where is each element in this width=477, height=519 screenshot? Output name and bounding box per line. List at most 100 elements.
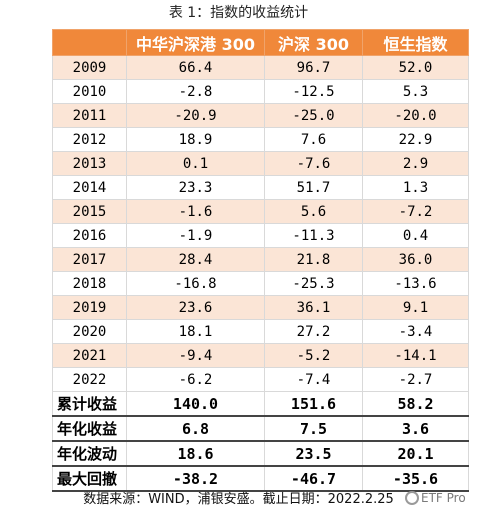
header-cell-hang-seng: 恒生指数 [362,29,469,56]
metric-label-cell: 年化收益 [52,415,127,442]
value-cell: -11.3 [264,223,363,248]
table-row: 2014 23.3 51.7 1.3 [52,175,469,200]
metric-value-cell: 3.6 [362,415,469,442]
value-cell: -7.2 [362,199,469,224]
header-cell-csi-hk-300: 中华沪深港 300 [126,29,265,56]
value-cell: -14.1 [362,343,469,368]
value-cell: -12.5 [264,79,363,104]
value-cell: -6.2 [126,367,265,392]
value-cell: -25.0 [264,103,363,128]
table-row: 2021 -9.4 -5.2 -14.1 [52,343,469,368]
value-cell: 36.1 [264,295,363,320]
table-row: 2018 -16.8 -25.3 -13.6 [52,271,469,296]
year-cell: 2012 [52,127,127,152]
table-row: 2022 -6.2 -7.4 -2.7 [52,367,469,392]
metric-value-cell: -38.2 [126,465,265,492]
year-cell: 2011 [52,103,127,128]
year-cell: 2009 [52,55,127,80]
metric-value-cell: 151.6 [264,391,363,417]
index-return-table: 中华沪深港 300 沪深 300 恒生指数 2009 66.4 96.7 52.0 20… [52,29,469,492]
value-cell: -1.6 [126,199,265,224]
value-cell: 21.8 [264,247,363,272]
table-caption: 表 1：指数的收益统计 [168,5,309,21]
value-cell: 51.7 [264,175,363,200]
table-row: 2020 18.1 27.2 -3.4 [52,319,469,344]
year-cell: 2018 [52,271,127,296]
metric-value-cell: 20.1 [362,440,469,467]
source-note: 数据来源：WIND，浦银安盛。截止日期：2022.2.25 [83,492,394,507]
watermark-logo-icon [405,491,419,505]
value-cell: 9.1 [362,295,469,320]
value-cell: 18.9 [126,127,265,152]
value-cell: -25.3 [264,271,363,296]
value-cell: 0.1 [126,151,265,176]
value-cell: -3.4 [362,319,469,344]
watermark-text: ETF Pro [421,491,466,505]
metric-value-cell: 140.0 [126,391,265,417]
metric-value-cell: 7.5 [264,415,363,442]
metric-value-cell: -35.6 [362,465,469,492]
metric-label-cell: 最大回撤 [52,465,127,492]
metric-value-cell: -46.7 [264,465,363,492]
table-row: 2017 28.4 21.8 36.0 [52,247,469,272]
summary-row: 最大回撤 -38.2 -46.7 -35.6 [52,465,469,492]
value-cell: -20.9 [126,103,265,128]
table-row: 2009 66.4 96.7 52.0 [52,55,469,80]
table-row: 2011 -20.9 -25.0 -20.0 [52,103,469,128]
value-cell: -7.6 [264,151,363,176]
value-cell: 18.1 [126,319,265,344]
table-row: 2016 -1.9 -11.3 0.4 [52,223,469,248]
year-cell: 2010 [52,79,127,104]
year-cell: 2014 [52,175,127,200]
value-cell: 22.9 [362,127,469,152]
metric-value-cell: 18.6 [126,440,265,467]
value-cell: -7.4 [264,367,363,392]
metric-label-cell: 年化波动 [52,440,127,467]
header-cell-blank [52,29,127,56]
table-row: 2015 -1.6 5.6 -7.2 [52,199,469,224]
header-row: 中华沪深港 300 沪深 300 恒生指数 [52,29,469,56]
metric-value-cell: 6.8 [126,415,265,442]
table-row: 2012 18.9 7.6 22.9 [52,127,469,152]
metric-value-cell: 58.2 [362,391,469,417]
year-cell: 2019 [52,295,127,320]
watermark: ETF Pro [405,491,466,505]
value-cell: 36.0 [362,247,469,272]
value-cell: 7.6 [264,127,363,152]
table-row: 2013 0.1 -7.6 2.9 [52,151,469,176]
summary-row: 年化收益 6.8 7.5 3.6 [52,415,469,442]
year-cell: 2015 [52,199,127,224]
value-cell: -2.7 [362,367,469,392]
value-cell: 28.4 [126,247,265,272]
value-cell: -20.0 [362,103,469,128]
year-cell: 2021 [52,343,127,368]
header-cell-csi-300: 沪深 300 [264,29,363,56]
value-cell: 2.9 [362,151,469,176]
metric-value-cell: 23.5 [264,440,363,467]
value-cell: -9.4 [126,343,265,368]
value-cell: 5.3 [362,79,469,104]
year-cell: 2016 [52,223,127,248]
value-cell: 66.4 [126,55,265,80]
value-cell: -2.8 [126,79,265,104]
year-cell: 2017 [52,247,127,272]
value-cell: 23.6 [126,295,265,320]
value-cell: 1.3 [362,175,469,200]
summary-row: 年化波动 18.6 23.5 20.1 [52,440,469,467]
metric-label-cell: 累计收益 [52,391,127,417]
value-cell: 0.4 [362,223,469,248]
value-cell: 5.6 [264,199,363,224]
value-cell: 27.2 [264,319,363,344]
value-cell: -13.6 [362,271,469,296]
table-row: 2010 -2.8 -12.5 5.3 [52,79,469,104]
value-cell: -1.9 [126,223,265,248]
year-cell: 2020 [52,319,127,344]
value-cell: -5.2 [264,343,363,368]
value-cell: 23.3 [126,175,265,200]
summary-row: 累计收益 140.0 151.6 58.2 [52,391,469,417]
value-cell: 52.0 [362,55,469,80]
year-cell: 2013 [52,151,127,176]
table-row: 2019 23.6 36.1 9.1 [52,295,469,320]
value-cell: -16.8 [126,271,265,296]
year-cell: 2022 [52,367,127,392]
